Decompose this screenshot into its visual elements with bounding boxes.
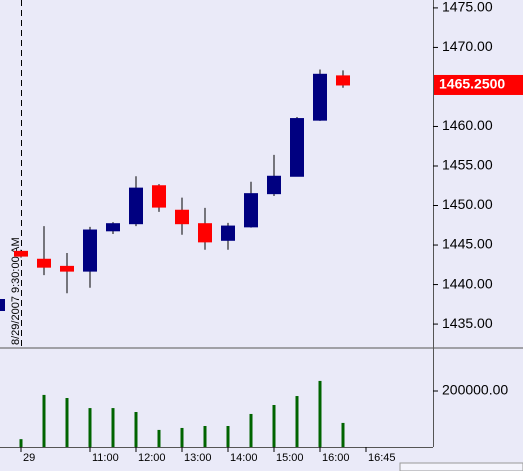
x-tick-label: 14:00 bbox=[230, 452, 258, 464]
last-price-label: 1465.2500 bbox=[439, 76, 505, 92]
volume-bar bbox=[65, 398, 69, 447]
volume-bar bbox=[341, 422, 345, 447]
scroll-bar bbox=[399, 462, 523, 471]
candle-body bbox=[198, 223, 212, 243]
candle-body bbox=[221, 225, 235, 241]
session-label: 8/29/2007 9:30:00 AM bbox=[10, 237, 22, 345]
volume-y-tick-label: 200000.00 bbox=[442, 382, 508, 398]
candle-body bbox=[313, 73, 327, 121]
volume-bar bbox=[42, 394, 46, 447]
x-tick-label: 13:00 bbox=[184, 452, 212, 464]
candle-body bbox=[152, 185, 166, 208]
candle-body bbox=[83, 229, 97, 272]
volume-bar bbox=[203, 426, 207, 447]
volume-bar bbox=[295, 396, 299, 447]
y-tick-label: 1460.00 bbox=[442, 117, 493, 133]
y-tick-label: 1475.00 bbox=[442, 0, 493, 15]
y-tick-label: 1435.00 bbox=[442, 315, 493, 331]
last-price-box bbox=[434, 74, 523, 95]
volume-bar bbox=[272, 405, 276, 447]
candle-body bbox=[106, 223, 120, 232]
volume-bar bbox=[318, 380, 322, 447]
x-tick-label: 16:45 bbox=[368, 452, 396, 464]
volume-bar bbox=[19, 439, 23, 447]
y-tick-label: 1470.00 bbox=[442, 38, 493, 54]
volume-bar bbox=[134, 412, 138, 447]
x-tick-label: 11:00 bbox=[92, 452, 119, 464]
volume-bar bbox=[88, 408, 92, 447]
candle-body bbox=[60, 265, 74, 272]
y-tick-label: 1445.00 bbox=[442, 236, 493, 252]
x-tick-label: 29 bbox=[23, 452, 35, 464]
x-tick-label: 12:00 bbox=[138, 452, 166, 464]
volume-bar bbox=[111, 408, 115, 447]
candle-body bbox=[244, 193, 258, 228]
volume-bar bbox=[157, 429, 161, 447]
candle-body bbox=[336, 75, 350, 86]
candle-body bbox=[267, 175, 281, 195]
candle-body bbox=[37, 258, 51, 268]
volume-bar bbox=[226, 426, 230, 447]
candle-body bbox=[14, 250, 28, 257]
candle-body bbox=[175, 209, 189, 225]
candle-body bbox=[129, 187, 143, 225]
candle-body bbox=[290, 118, 304, 177]
y-tick-label: 1455.00 bbox=[442, 157, 493, 173]
y-tick-label: 1450.00 bbox=[442, 196, 493, 212]
y-tick-label: 1440.00 bbox=[442, 275, 493, 291]
x-tick-label: 15:00 bbox=[276, 452, 304, 464]
volume-bar bbox=[180, 427, 184, 447]
volume-bar bbox=[249, 413, 253, 447]
x-tick-label: 16:00 bbox=[322, 452, 350, 464]
scroll-marker bbox=[0, 299, 5, 311]
